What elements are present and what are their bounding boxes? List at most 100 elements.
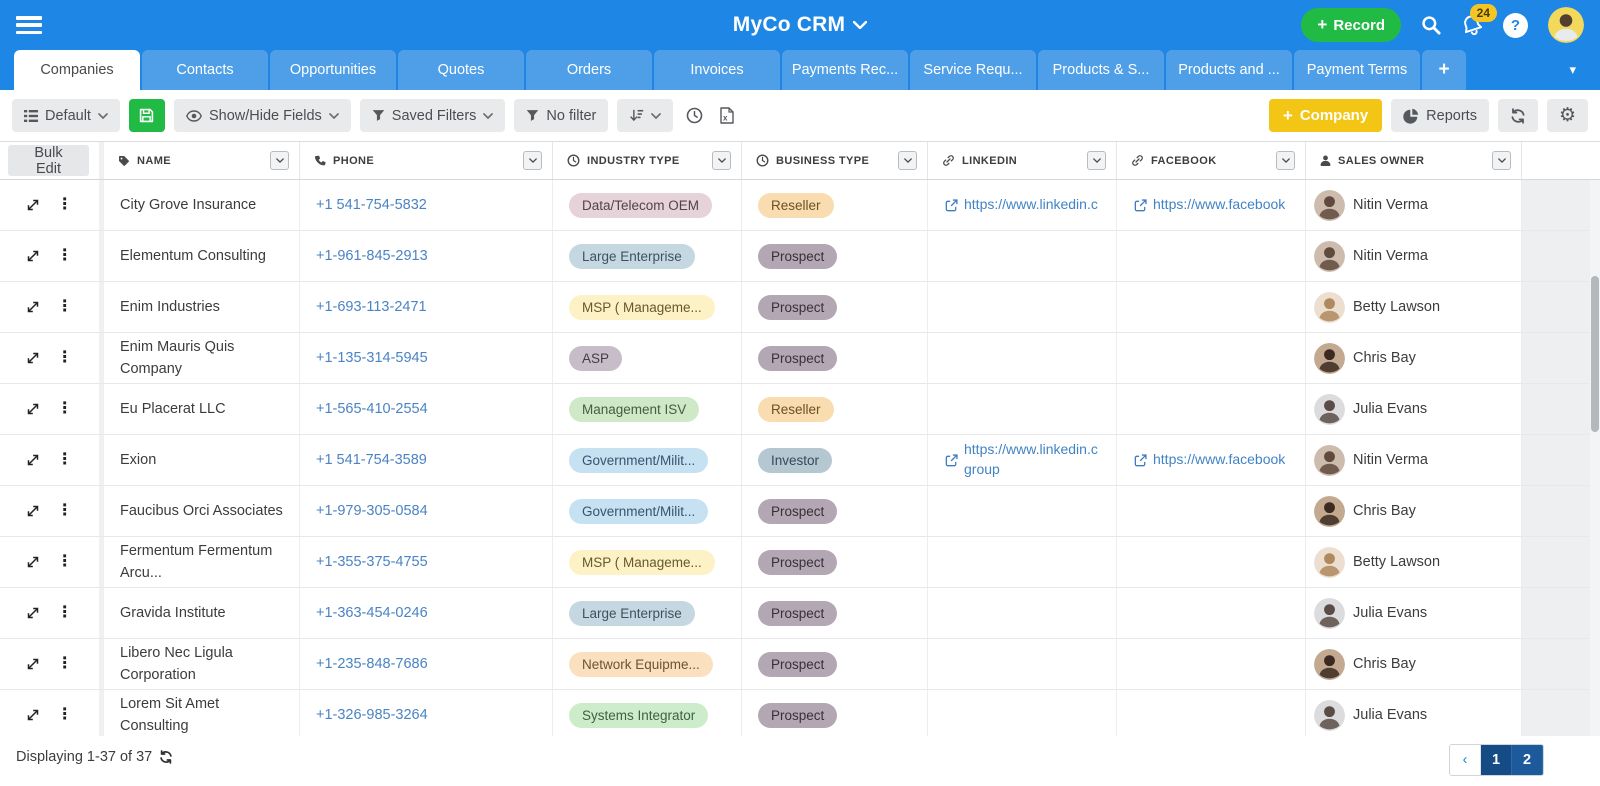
column-filter-button[interactable] bbox=[1276, 151, 1295, 170]
tab-products-and[interactable]: Products and ... bbox=[1166, 50, 1292, 90]
tab-products-s[interactable]: Products & S... bbox=[1038, 50, 1164, 90]
export-excel-icon[interactable]: x bbox=[716, 99, 738, 132]
page-button-2[interactable]: 2 bbox=[1512, 745, 1543, 775]
company-name-cell[interactable]: Faucibus Orci Associates bbox=[104, 486, 300, 536]
help-icon[interactable]: ? bbox=[1503, 12, 1528, 38]
column-header-industry-type[interactable]: INDUSTRY TYPE bbox=[553, 142, 742, 179]
company-name-cell[interactable]: Fermentum Fermentum Arcu... bbox=[104, 537, 300, 587]
tab-companies[interactable]: Companies bbox=[14, 50, 140, 90]
menu-icon[interactable] bbox=[16, 16, 42, 34]
show-hide-fields-button[interactable]: Show/Hide Fields bbox=[173, 99, 351, 132]
phone-link[interactable]: +1-135-314-5945 bbox=[316, 350, 428, 366]
row-menu-icon[interactable]: ⋮ bbox=[56, 298, 73, 315]
phone-link[interactable]: +1-235-848-7686 bbox=[316, 656, 428, 672]
company-name-cell[interactable]: Libero Nec Ligula Corporation bbox=[104, 639, 300, 689]
url-link[interactable]: https://www.facebook bbox=[1153, 451, 1286, 468]
row-menu-icon[interactable]: ⋮ bbox=[56, 400, 73, 417]
tab-orders[interactable]: Orders bbox=[526, 50, 652, 90]
url-link[interactable]: https://www.linkedin.c group bbox=[964, 441, 1098, 477]
expand-record-icon[interactable] bbox=[26, 249, 40, 263]
column-filter-button[interactable] bbox=[270, 151, 289, 170]
company-name-cell[interactable]: Exion bbox=[104, 435, 300, 485]
user-avatar[interactable] bbox=[1548, 7, 1584, 43]
tab-invoices[interactable]: Invoices bbox=[654, 50, 780, 90]
reports-button[interactable]: Reports bbox=[1391, 99, 1489, 132]
phone-link[interactable]: +1-961-845-2913 bbox=[316, 248, 428, 264]
page-button-1[interactable]: 1 bbox=[1481, 745, 1512, 775]
add-tab-button[interactable]: + bbox=[1422, 50, 1466, 90]
url-link[interactable]: https://www.linkedin.c bbox=[964, 196, 1098, 213]
expand-record-icon[interactable] bbox=[26, 657, 40, 671]
column-header-name[interactable]: NAME bbox=[104, 142, 300, 179]
expand-record-icon[interactable] bbox=[26, 453, 40, 467]
add-record-button[interactable]: + Record bbox=[1301, 8, 1401, 42]
no-filter-button[interactable]: No filter bbox=[514, 99, 609, 132]
chevron-down-icon[interactable] bbox=[853, 21, 868, 29]
column-filter-button[interactable] bbox=[1492, 151, 1511, 170]
view-selector-button[interactable]: Default bbox=[12, 99, 120, 132]
company-name-cell[interactable]: Elementum Consulting bbox=[104, 231, 300, 281]
column-header-business-type[interactable]: BUSINESS TYPE bbox=[742, 142, 928, 179]
tab-contacts[interactable]: Contacts bbox=[142, 50, 268, 90]
recent-records-icon[interactable] bbox=[682, 99, 707, 132]
add-company-button[interactable]: + Company bbox=[1268, 99, 1383, 132]
expand-record-icon[interactable] bbox=[26, 606, 40, 620]
expand-record-icon[interactable] bbox=[26, 351, 40, 365]
tab-payment-terms[interactable]: Payment Terms bbox=[1294, 50, 1420, 90]
row-menu-icon[interactable]: ⋮ bbox=[56, 502, 73, 519]
url-link[interactable]: https://www.facebook bbox=[1153, 196, 1286, 213]
phone-link[interactable]: +1-565-410-2554 bbox=[316, 401, 428, 417]
notifications-bell-icon[interactable]: 24 bbox=[1461, 4, 1497, 36]
column-header-phone[interactable]: PHONE bbox=[300, 142, 553, 179]
tab-overflow-caret-icon[interactable]: ▾ bbox=[1569, 62, 1576, 77]
sort-button[interactable] bbox=[617, 99, 674, 132]
column-filter-button[interactable] bbox=[523, 151, 542, 170]
company-name-cell[interactable]: Gravida Institute bbox=[104, 588, 300, 638]
column-filter-button[interactable] bbox=[1087, 151, 1106, 170]
refresh-button[interactable] bbox=[1497, 99, 1538, 132]
column-filter-button[interactable] bbox=[898, 151, 917, 170]
expand-record-icon[interactable] bbox=[26, 402, 40, 416]
tab-quotes[interactable]: Quotes bbox=[398, 50, 524, 90]
phone-link[interactable]: +1-326-985-3264 bbox=[316, 707, 428, 723]
saved-filters-button[interactable]: Saved Filters bbox=[359, 99, 506, 132]
bulk-edit-button[interactable]: Bulk Edit bbox=[8, 145, 89, 177]
expand-record-icon[interactable] bbox=[26, 300, 40, 314]
row-menu-icon[interactable]: ⋮ bbox=[56, 451, 73, 468]
column-filter-button[interactable] bbox=[712, 151, 731, 170]
column-header-facebook[interactable]: FACEBOOK bbox=[1117, 142, 1306, 179]
company-name-cell[interactable]: Eu Placerat LLC bbox=[104, 384, 300, 434]
tab-payments-rec[interactable]: Payments Rec... bbox=[782, 50, 908, 90]
row-menu-icon[interactable]: ⋮ bbox=[56, 247, 73, 264]
company-name-cell[interactable]: Lorem Sit Amet Consulting bbox=[104, 690, 300, 736]
refresh-count-icon[interactable] bbox=[159, 750, 173, 764]
phone-link[interactable]: +1-355-375-4755 bbox=[316, 554, 428, 570]
tab-service-requ[interactable]: Service Requ... bbox=[910, 50, 1036, 90]
expand-record-icon[interactable] bbox=[26, 708, 40, 722]
phone-link[interactable]: +1-693-113-2471 bbox=[316, 299, 427, 315]
company-name-cell[interactable]: City Grove Insurance bbox=[104, 180, 300, 230]
row-menu-icon[interactable]: ⋮ bbox=[56, 604, 73, 621]
save-view-button[interactable] bbox=[128, 99, 165, 132]
row-menu-icon[interactable]: ⋮ bbox=[56, 706, 73, 723]
row-menu-icon[interactable]: ⋮ bbox=[56, 349, 73, 366]
expand-record-icon[interactable] bbox=[26, 504, 40, 518]
search-icon[interactable] bbox=[1421, 15, 1441, 35]
phone-link[interactable]: +1-363-454-0246 bbox=[316, 605, 428, 621]
expand-record-icon[interactable] bbox=[26, 198, 40, 212]
expand-record-icon[interactable] bbox=[26, 555, 40, 569]
column-header-sales-owner[interactable]: SALES OWNER bbox=[1306, 142, 1522, 179]
settings-button[interactable]: ⚙ bbox=[1546, 99, 1588, 132]
previous-page-button[interactable]: ‹ bbox=[1450, 745, 1481, 775]
row-menu-icon[interactable]: ⋮ bbox=[56, 655, 73, 672]
phone-link[interactable]: +1-979-305-0584 bbox=[316, 503, 428, 519]
column-header-linkedin[interactable]: LINKEDIN bbox=[928, 142, 1117, 179]
company-name-cell[interactable]: Enim Mauris Quis Company bbox=[104, 333, 300, 383]
phone-link[interactable]: +1 541-754-3589 bbox=[316, 452, 427, 468]
phone-link[interactable]: +1 541-754-5832 bbox=[316, 197, 427, 213]
row-menu-icon[interactable]: ⋮ bbox=[56, 553, 73, 570]
company-name-cell[interactable]: Enim Industries bbox=[104, 282, 300, 332]
scrollbar-thumb[interactable] bbox=[1591, 276, 1599, 432]
row-menu-icon[interactable]: ⋮ bbox=[56, 196, 73, 213]
tab-opportunities[interactable]: Opportunities bbox=[270, 50, 396, 90]
